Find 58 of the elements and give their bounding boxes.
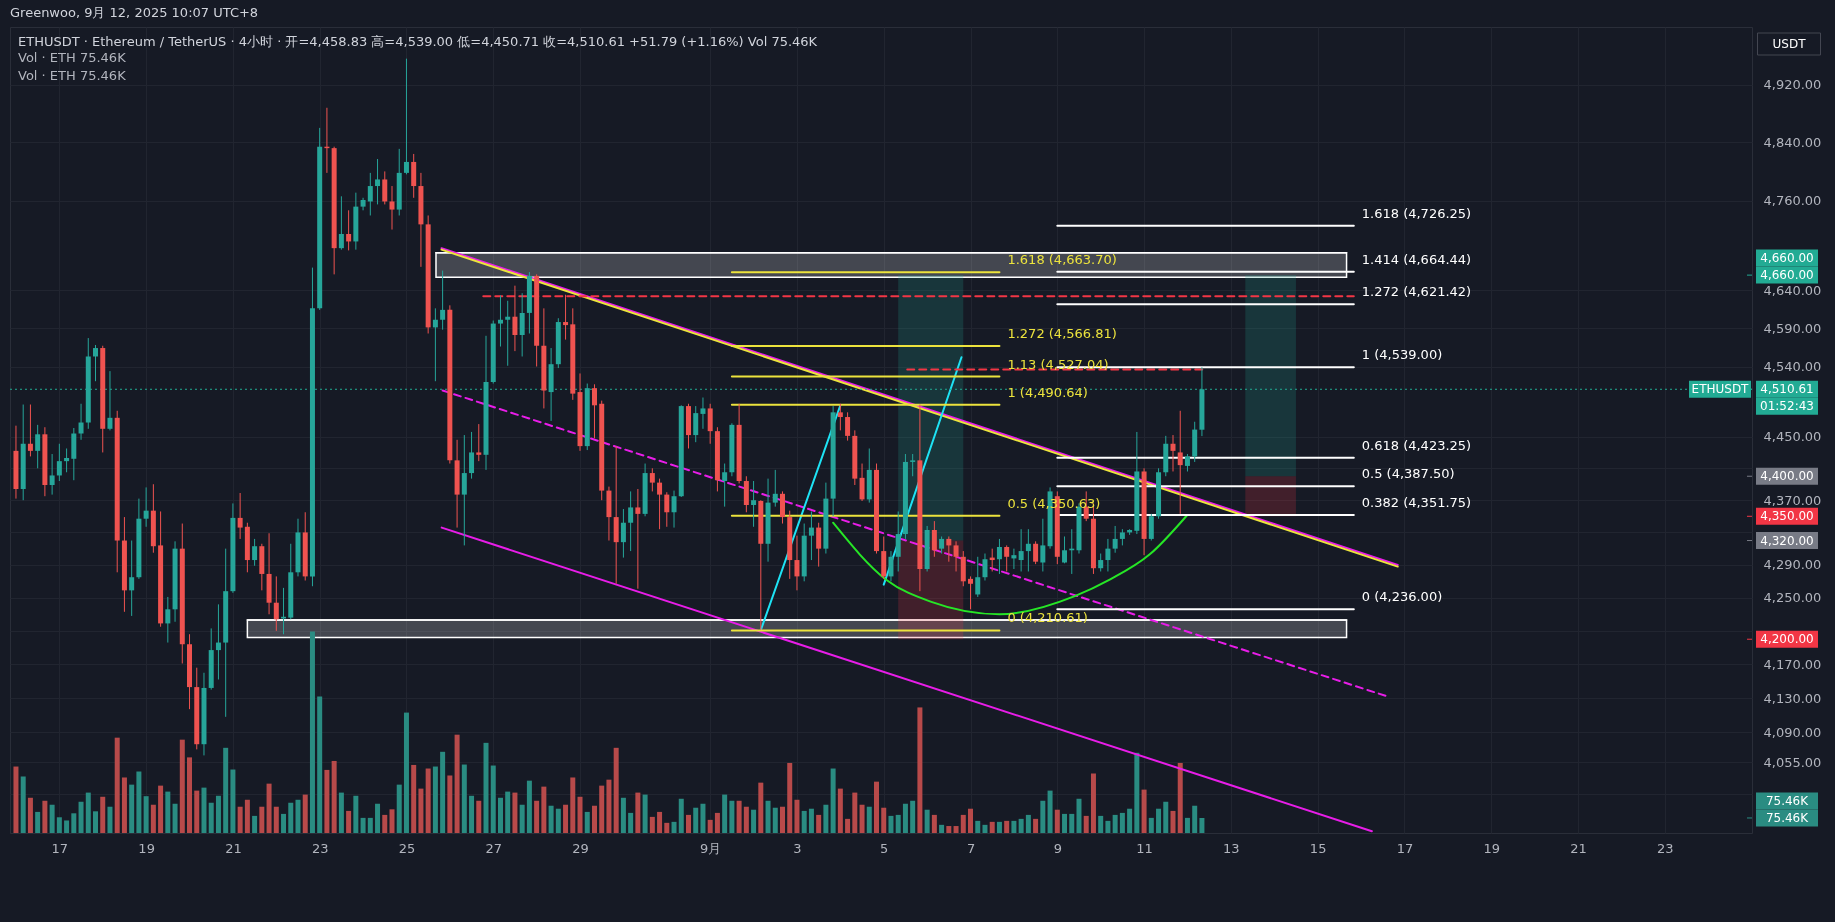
y-tick-label: 4,350.00 xyxy=(1760,509,1814,524)
series-label: 0.5 (4,387.50) xyxy=(1361,466,1455,482)
y-tick-label: 4,170.00 xyxy=(1763,656,1822,672)
x-tick-label: 19 xyxy=(1483,840,1500,856)
series-label: 1.272 (4,566.81) xyxy=(1007,325,1117,341)
y-tick-label: 4,200.00 xyxy=(1760,632,1814,647)
x-tick-label: 19 xyxy=(138,840,155,856)
y-tick-label: 4,055.00 xyxy=(1763,754,1822,770)
x-tick-label: 9 xyxy=(1053,840,1062,856)
y-axis-title: USDT xyxy=(1772,37,1807,51)
y-tick-label: 4,760.00 xyxy=(1763,193,1822,209)
x-tick-label: 17 xyxy=(51,840,69,856)
y2-tick-label: 75.46K xyxy=(1765,810,1810,825)
x-tick-label: 17 xyxy=(1396,840,1414,856)
x-tick-label: 15 xyxy=(1309,840,1327,856)
y-tick-label: 4,920.00 xyxy=(1763,77,1822,93)
text: 75.46K xyxy=(1765,793,1810,808)
y-tick-label: 4,320.00 xyxy=(1760,533,1814,548)
y-tick-label: 4,590.00 xyxy=(1763,320,1822,336)
y-tick-label: 4,540.00 xyxy=(1763,359,1822,375)
x-tick-label: 11 xyxy=(1136,840,1153,856)
series-label: 1.414 (4,664.44) xyxy=(1361,251,1472,267)
series-label: 1.272 (4,621.42) xyxy=(1361,284,1472,300)
x-tick-label: 23 xyxy=(1656,840,1674,856)
series-label: 0 (4,236.00) xyxy=(1361,589,1443,605)
series-label: 1 (4,490.64) xyxy=(1007,384,1088,400)
series-label: 1.618 (4,663.70) xyxy=(1007,252,1117,268)
y-tick-label: 4,290.00 xyxy=(1763,557,1822,573)
series-label: 1 (4,539.00) xyxy=(1361,347,1443,363)
x-tick-label: 3 xyxy=(793,840,802,856)
y-tick-label: 4,450.00 xyxy=(1763,429,1822,445)
x-tick-label: 21 xyxy=(1570,840,1587,856)
annotation: Vol · ETH 75.46K xyxy=(18,50,127,65)
series-label: 0.382 (4,351.75) xyxy=(1361,494,1472,510)
y-tick-label: 4,400.00 xyxy=(1760,469,1814,484)
annotation: Vol · ETH 75.46K xyxy=(18,68,127,83)
y-tick-label: 4,510.61 xyxy=(1760,382,1814,397)
x-tick-label: 9月 xyxy=(700,840,722,856)
x-tick-label: 21 xyxy=(225,840,242,856)
y-tick-label: 4,840.00 xyxy=(1763,134,1822,150)
x-tick-label: 25 xyxy=(398,840,416,856)
text: ETHUSDT · Ethereum / TetherUS · 4小时 · 开=4,458.83 高=4,539.00 低=4,450.71 收=4,510.61 +51.79 (+1.16%) Vol 75.46K xyxy=(18,34,818,49)
text: 01:52:43 xyxy=(1760,399,1814,414)
y-tick-label: 4,370.00 xyxy=(1763,492,1822,508)
y-tick-label: 4,640.00 xyxy=(1763,282,1822,298)
y-tick-label: 4,660.00 xyxy=(1760,268,1814,283)
series-label: 1.618 (4,726.25) xyxy=(1361,205,1472,221)
y-tick-label: 4,250.00 xyxy=(1763,590,1822,606)
x-tick-label: 13 xyxy=(1223,840,1240,856)
x-tick-label: 23 xyxy=(311,840,329,856)
y-tick-label: 4,130.00 xyxy=(1763,690,1822,706)
x-tick-label: 5 xyxy=(880,840,889,856)
text: Greenwoo, 9月 12, 2025 10:07 UTC+8 xyxy=(10,5,259,20)
x-tick-label: 7 xyxy=(966,840,976,856)
x-tick-label: 29 xyxy=(572,840,589,856)
x-tick-label: 27 xyxy=(485,840,503,856)
series-label: 0.618 (4,423.25) xyxy=(1361,437,1472,453)
y-tick-label: 4,090.00 xyxy=(1763,724,1822,740)
